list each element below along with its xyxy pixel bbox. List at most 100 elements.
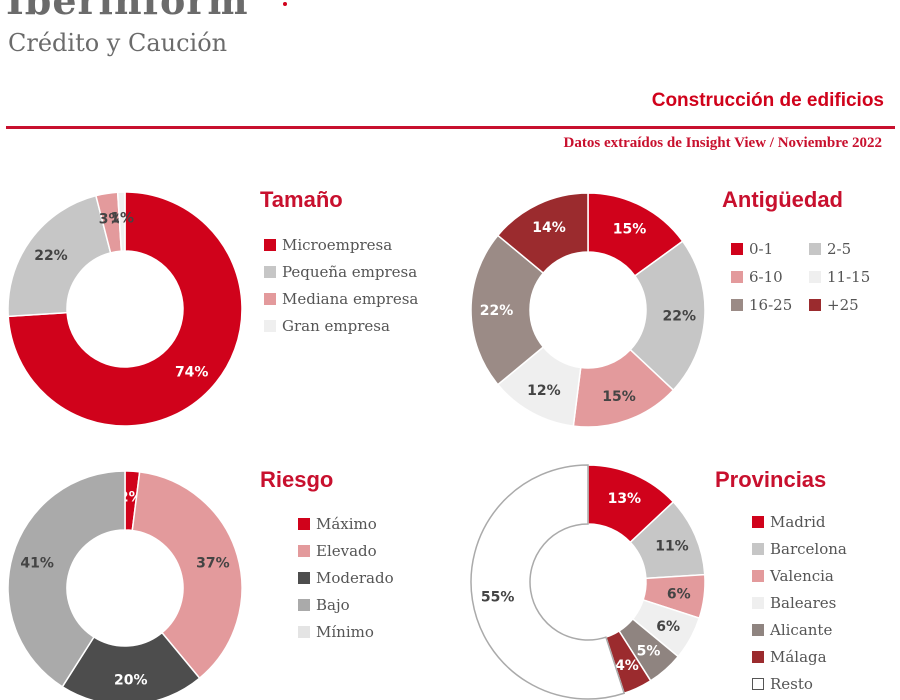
legend-swatch-tamano-0 <box>264 239 276 251</box>
legend-swatch-antiguedad-0 <box>731 243 743 255</box>
slice-antiguedad-4 <box>470 234 545 386</box>
legend-label-provincias-2: Valencia <box>770 567 834 585</box>
legend-label-riesgo-2: Moderado <box>316 569 394 587</box>
legend-item-riesgo-3: Bajo <box>298 596 350 614</box>
data-label-tamano-3: 1% <box>110 211 134 227</box>
legend-label-antiguedad-3: 11-15 <box>827 268 871 286</box>
legend-label-provincias-0: Madrid <box>770 513 826 531</box>
data-label-antiguedad-3: 12% <box>527 383 561 399</box>
legend-swatch-provincias-4 <box>752 624 764 636</box>
data-label-provincias-3: 6% <box>656 619 680 635</box>
slice-tamano-0 <box>7 191 243 427</box>
data-label-tamano-2: 3% <box>99 212 123 228</box>
donut-provincias: 13% 11% 6% 6% 5%4% 55% <box>470 464 706 700</box>
legend-label-antiguedad-5: +25 <box>827 296 859 314</box>
slice-riesgo-3 <box>7 470 126 688</box>
legend-label-tamano-2: Mediana empresa <box>282 290 419 308</box>
legend-item-riesgo-4: Mínimo <box>298 623 374 641</box>
legend-label-tamano-0: Microempresa <box>282 236 393 254</box>
legend-item-antiguedad-0: 0-1 <box>731 240 773 258</box>
slice-riesgo-1 <box>131 471 243 680</box>
legend-label-antiguedad-1: 2-5 <box>827 240 852 258</box>
legend-item-tamano-3: Gran empresa <box>264 317 390 335</box>
donut-antiguedad: 15% 22% 15% 12% 22% 14% <box>470 192 706 428</box>
chart-title-tamano: Tamaño <box>260 187 343 212</box>
legend-item-provincias-3: Baleares <box>752 594 836 612</box>
legend-label-riesgo-0: Máximo <box>316 515 377 533</box>
legend-item-tamano-1: Pequeña empresa <box>264 263 417 281</box>
legend-label-antiguedad-0: 0-1 <box>749 240 774 258</box>
legend-label-riesgo-1: Elevado <box>316 542 377 560</box>
data-label-provincias-0: 13% <box>608 491 642 507</box>
legend-label-provincias-6: Resto <box>770 675 813 693</box>
legend-label-riesgo-4: Mínimo <box>316 623 374 641</box>
data-label-antiguedad-0: 15% <box>613 221 647 237</box>
legend-label-provincias-1: Barcelona <box>770 540 847 558</box>
legend-swatch-provincias-1 <box>752 543 764 555</box>
slice-antiguedad-5 <box>496 192 589 275</box>
slice-riesgo-2 <box>61 631 201 700</box>
chart-title-provincias: Provincias <box>715 467 827 492</box>
chart-title-riesgo: Riesgo <box>260 467 334 492</box>
legend-swatch-antiguedad-5 <box>809 299 821 311</box>
legend-swatch-antiguedad-2 <box>731 271 743 283</box>
data-label-antiguedad-1: 22% <box>663 309 697 325</box>
slice-tamano-1 <box>7 194 112 318</box>
slice-antiguedad-1 <box>629 240 706 392</box>
legend-swatch-riesgo-1 <box>298 545 310 557</box>
data-label-tamano-1: 22% <box>34 248 68 264</box>
data-label-antiguedad-5: 14% <box>532 220 566 236</box>
data-label-provincias-1: 11% <box>655 539 689 555</box>
legend-swatch-riesgo-3 <box>298 599 310 611</box>
legend-swatch-tamano-1 <box>264 266 276 278</box>
report-title: Construcción de edificios <box>651 90 884 111</box>
data-label-provincias-4: 5% <box>637 644 661 660</box>
legend-item-antiguedad-4: 16-25 <box>731 296 792 314</box>
legend-item-antiguedad-1: 2-5 <box>809 240 851 258</box>
legend-item-provincias-0: Madrid <box>752 513 825 531</box>
legend-label-antiguedad-2: 6-10 <box>749 268 783 286</box>
legend-item-provincias-1: Barcelona <box>752 540 847 558</box>
slice-tamano-3 <box>116 191 126 252</box>
legend-label-provincias-5: Málaga <box>770 648 827 666</box>
legend-swatch-tamano-3 <box>264 320 276 332</box>
data-label-riesgo-3: 41% <box>20 555 54 571</box>
report-source: Datos extraídos de Insight View / Noviem… <box>563 135 882 151</box>
legend-item-riesgo-0: Máximo <box>298 515 377 533</box>
data-label-tamano-0: 74% <box>175 365 209 381</box>
data-label-riesgo-2: 20% <box>114 672 148 688</box>
legend-swatch-provincias-3 <box>752 597 764 609</box>
legend-label-riesgo-3: Bajo <box>316 596 350 614</box>
legend-swatch-antiguedad-3 <box>809 271 821 283</box>
donut-riesgo: 2%37%20%41% <box>7 470 243 700</box>
legend-swatch-provincias-0 <box>752 516 764 528</box>
legend-item-antiguedad-5: +25 <box>809 296 859 314</box>
header-divider <box>6 126 895 129</box>
legend-label-provincias-3: Baleares <box>770 594 837 612</box>
data-label-riesgo-1: 37% <box>196 555 230 571</box>
legend-item-provincias-4: Alicante <box>752 621 832 639</box>
legend-item-riesgo-2: Moderado <box>298 569 394 587</box>
data-label-provincias-5: 4% <box>615 658 639 674</box>
legend-swatch-provincias-2 <box>752 570 764 582</box>
donut-tamano: 74% 22% 3%1% <box>7 191 243 427</box>
chart-title-antiguedad: Antigüedad <box>722 187 843 212</box>
data-label-provincias-6: 55% <box>481 589 515 605</box>
data-label-provincias-2: 6% <box>667 586 691 602</box>
legend-swatch-tamano-2 <box>264 293 276 305</box>
legend-label-tamano-1: Pequeña empresa <box>282 263 418 281</box>
legend-item-antiguedad-3: 11-15 <box>809 268 870 286</box>
logo-subtitle: Crédito y Caución <box>8 29 228 57</box>
legend-item-tamano-2: Mediana empresa <box>264 290 418 308</box>
logo-wordmark: Iberinform <box>6 0 249 23</box>
legend-item-provincias-5: Málaga <box>752 648 827 666</box>
legend-swatch-antiguedad-1 <box>809 243 821 255</box>
data-label-antiguedad-2: 15% <box>602 389 636 405</box>
legend-item-provincias-2: Valencia <box>752 567 834 585</box>
legend-label-tamano-3: Gran empresa <box>282 317 390 335</box>
slice-provincias-6 <box>470 464 626 700</box>
legend-swatch-riesgo-2 <box>298 572 310 584</box>
legend-swatch-riesgo-0 <box>298 518 310 530</box>
legend-item-antiguedad-2: 6-10 <box>731 268 783 286</box>
